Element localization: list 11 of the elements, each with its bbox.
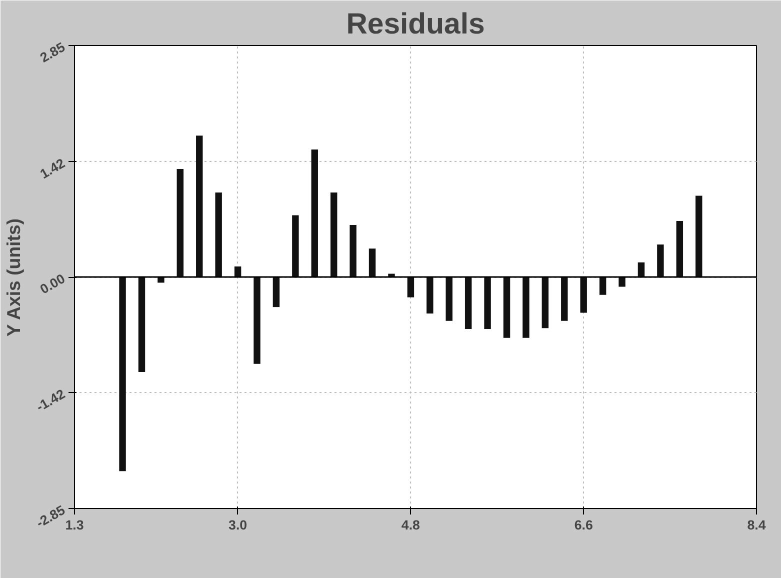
- y-axis-title: Y Axis (units): [3, 218, 24, 337]
- x-tick-label: 8.4: [747, 518, 766, 532]
- x-tick-label: 1.3: [65, 518, 84, 532]
- chart-title: Residuals: [346, 8, 485, 40]
- y-tick-label: -1.42: [34, 386, 68, 414]
- y-tick-label: 1.42: [38, 156, 68, 182]
- y-tick-label: 0.00: [38, 270, 68, 297]
- x-tick-label: 4.8: [401, 518, 420, 532]
- x-tick-label: 3.0: [228, 518, 248, 532]
- y-tick-label: 2.85: [38, 39, 68, 66]
- x-tick-label: 6.6: [574, 518, 593, 532]
